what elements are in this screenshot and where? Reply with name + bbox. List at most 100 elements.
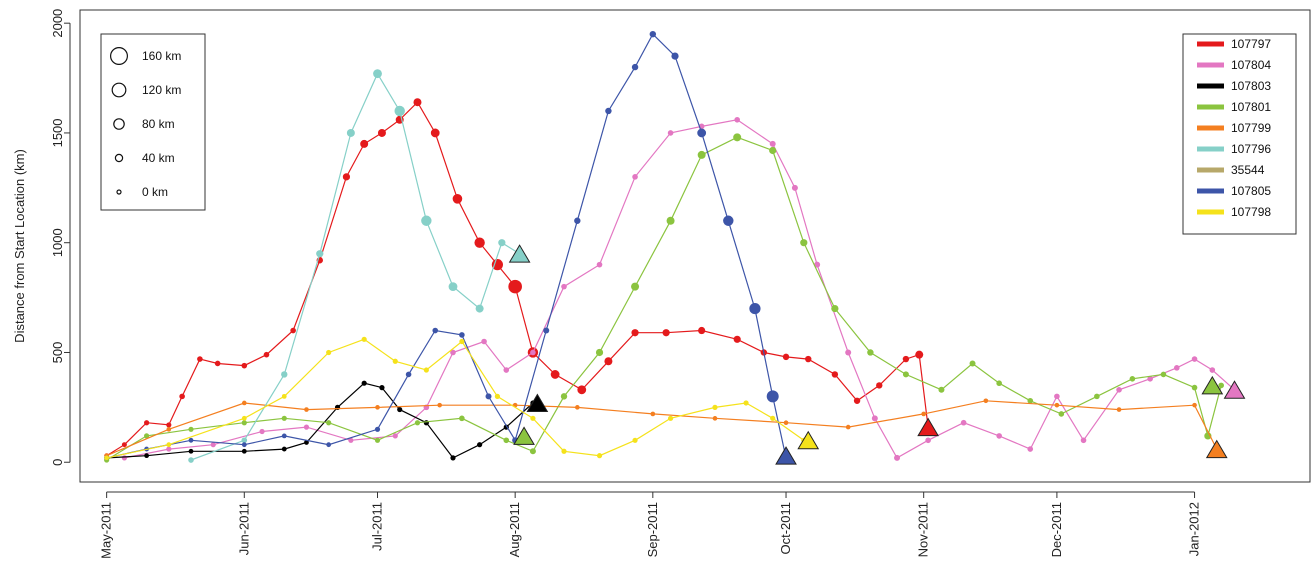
data-point xyxy=(782,353,790,361)
data-point xyxy=(197,356,203,362)
data-point xyxy=(734,116,740,123)
y-tick-label: 1000 xyxy=(50,228,65,257)
legend-swatch xyxy=(1197,167,1224,173)
data-point xyxy=(423,420,429,426)
end-marker-triangle xyxy=(797,430,820,450)
data-point xyxy=(769,146,777,155)
data-point xyxy=(996,433,1002,439)
data-point xyxy=(697,150,706,159)
x-axis: May-2011 Jun-2011 Jul-2011 Aug-2011 Sep-2011… xyxy=(99,491,1202,559)
data-point xyxy=(397,406,403,413)
data-point xyxy=(921,411,927,417)
data-point xyxy=(749,302,761,315)
data-point xyxy=(188,426,194,432)
data-point xyxy=(902,371,909,378)
data-point xyxy=(1054,402,1060,408)
data-point xyxy=(281,415,287,421)
data-point xyxy=(459,415,465,422)
data-point xyxy=(379,385,385,391)
data-point xyxy=(259,428,265,435)
data-point xyxy=(783,420,789,426)
data-point xyxy=(304,407,309,412)
end-marker-triangle xyxy=(513,426,535,445)
data-point xyxy=(631,329,639,337)
data-point xyxy=(423,367,429,373)
data-point xyxy=(1192,402,1197,408)
legend-swatch xyxy=(1197,188,1224,194)
data-point xyxy=(667,415,674,421)
data-point xyxy=(374,437,381,443)
data-point xyxy=(871,415,878,422)
size-legend-label: 80 km xyxy=(142,117,175,131)
data-point xyxy=(596,261,603,268)
size-legend-circle xyxy=(113,118,125,130)
data-point xyxy=(632,174,638,180)
data-point xyxy=(241,400,247,406)
legend-label: 35544 xyxy=(1231,163,1265,177)
data-point xyxy=(377,128,386,137)
data-point xyxy=(650,411,656,417)
data-point xyxy=(631,282,640,291)
end-marker-triangle xyxy=(526,393,549,412)
data-point xyxy=(530,349,536,356)
legend-label: 107803 xyxy=(1231,79,1271,93)
data-point xyxy=(452,194,463,204)
data-point xyxy=(241,420,247,426)
legend-swatch xyxy=(1197,209,1224,215)
size-legend-label: 40 km xyxy=(142,151,175,165)
data-point xyxy=(342,173,351,181)
size-legend: 160 km 120 km 80 km 40 km 0 km xyxy=(100,33,206,211)
data-point xyxy=(503,367,510,373)
data-point xyxy=(413,98,422,107)
data-point xyxy=(375,405,380,410)
legend-swatch xyxy=(1197,104,1224,110)
legend-swatch xyxy=(1197,83,1224,89)
data-point xyxy=(166,426,172,432)
data-point xyxy=(290,327,296,334)
data-point xyxy=(766,390,779,403)
data-point xyxy=(867,349,874,356)
data-point xyxy=(481,338,487,345)
data-point xyxy=(188,448,194,454)
legend-label: 107797 xyxy=(1231,37,1271,51)
end-marker-triangle xyxy=(508,244,531,263)
series-107805 xyxy=(104,30,791,463)
data-point xyxy=(326,349,332,356)
data-point xyxy=(281,371,288,378)
data-point xyxy=(430,128,440,138)
data-point xyxy=(831,371,839,378)
data-point xyxy=(494,393,501,399)
data-point xyxy=(121,455,128,461)
data-point xyxy=(432,327,439,334)
data-point xyxy=(474,237,485,248)
data-point xyxy=(894,454,901,461)
x-tick-label: May-2011 xyxy=(99,502,114,559)
data-point xyxy=(561,283,567,290)
data-point xyxy=(485,393,492,400)
data-point xyxy=(605,107,612,115)
end-marker-triangle xyxy=(1223,380,1246,399)
data-point xyxy=(241,415,247,421)
data-point xyxy=(1160,371,1167,378)
data-point xyxy=(346,128,355,137)
data-point xyxy=(770,415,776,421)
legend-label: 107799 xyxy=(1231,121,1271,135)
data-point xyxy=(550,370,560,379)
data-point xyxy=(960,419,967,426)
data-point xyxy=(574,217,581,224)
x-tick-label: Jul-2011 xyxy=(370,502,385,551)
size-legend-circle xyxy=(116,189,122,195)
data-point xyxy=(743,400,749,406)
data-point xyxy=(459,338,465,345)
data-point xyxy=(144,453,150,459)
data-point xyxy=(845,349,852,356)
series-legend: 107797 107804 107803 107801 107799 107796 3554… xyxy=(1182,33,1297,235)
data-point xyxy=(188,457,194,463)
data-point xyxy=(104,455,110,461)
data-point xyxy=(361,336,367,342)
data-point xyxy=(241,437,248,444)
data-point xyxy=(241,448,247,454)
data-point xyxy=(394,105,405,117)
data-point xyxy=(210,442,216,448)
data-point xyxy=(595,348,604,357)
